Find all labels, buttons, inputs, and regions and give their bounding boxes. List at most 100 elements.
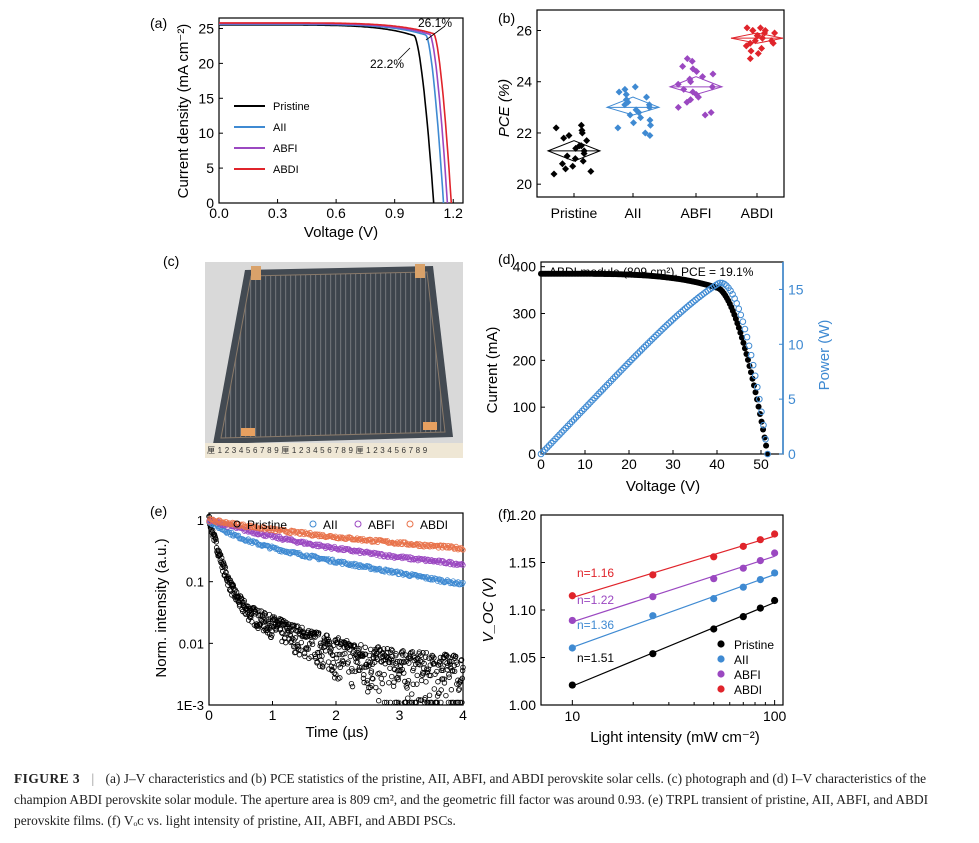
power-point <box>583 403 590 410</box>
trpl-point-pristine <box>279 630 286 637</box>
y-tick-label-b: 20 <box>516 176 532 192</box>
data-point-b-abfi <box>674 103 682 111</box>
data-point-b-abfi <box>679 62 687 70</box>
current-point <box>758 418 765 425</box>
trpl-point-pristine <box>438 687 444 693</box>
trpl-point-aii <box>233 532 240 539</box>
y2-tick-label-d: 5 <box>788 391 796 407</box>
voc-point-abdi <box>710 553 718 561</box>
trpl-point-pristine <box>425 699 431 706</box>
legend-label-a: Pristine <box>273 101 310 113</box>
y-tick-label-a: 15 <box>198 90 214 106</box>
trpl-point-pristine <box>309 638 315 645</box>
trpl-point-pristine <box>349 683 356 690</box>
power-point <box>737 311 745 319</box>
trpl-point-pristine <box>378 675 384 682</box>
data-point-b-abdi <box>756 24 764 32</box>
trpl-point-pristine <box>328 646 334 652</box>
trpl-point-pristine <box>298 647 304 653</box>
data-point-b-pristine <box>562 165 570 173</box>
trpl-point-abfi <box>446 558 452 565</box>
trpl-point-abdi <box>211 518 217 524</box>
ideality-label-abfi: n=1.22 <box>577 593 614 607</box>
trpl-point-pristine <box>358 642 364 648</box>
power-point <box>626 358 633 366</box>
jv-curve-pristine <box>219 24 435 204</box>
trpl-point-pristine <box>434 693 441 699</box>
trpl-point-pristine <box>289 635 296 642</box>
y-tick-label-f: 1.10 <box>509 602 536 618</box>
y-tick-label-f: 1.00 <box>509 697 536 713</box>
x-tick-label-f: 100 <box>763 708 787 724</box>
trpl-point-pristine <box>406 699 413 706</box>
data-point-b-aii <box>626 111 634 119</box>
data-point-b-aii <box>646 116 654 124</box>
legend-label-f: AII <box>734 653 749 667</box>
trpl-point-pristine <box>404 680 411 686</box>
x-tick-label-a: 0.9 <box>385 205 405 221</box>
voc-point-pristine <box>568 681 576 689</box>
trpl-point-pristine <box>399 648 405 655</box>
data-point-b-pristine <box>575 142 583 150</box>
trpl-point-pristine <box>448 687 455 693</box>
trpl-point-pristine <box>344 637 350 644</box>
current-point <box>747 369 754 376</box>
legend-marker-f <box>717 640 725 648</box>
x-axis-label-f: Light intensity (mW cm⁻²) <box>590 729 760 746</box>
trpl-point-pristine <box>269 632 275 638</box>
voc-point-aii <box>739 583 747 591</box>
trpl-point-pristine <box>318 657 324 663</box>
data-point-b-pristine <box>580 147 588 155</box>
trpl-point-aii <box>452 580 458 587</box>
voc-point-abdi <box>756 536 764 544</box>
trpl-point-abdi <box>434 542 441 549</box>
power-point <box>578 407 586 415</box>
voc-point-pristine <box>649 650 657 658</box>
power-point <box>609 375 617 383</box>
data-point-b-abdi <box>771 29 779 37</box>
legend-marker-e <box>406 520 414 528</box>
trpl-point-pristine <box>456 686 463 692</box>
y-tick-label-f: 1.15 <box>509 555 536 571</box>
power-point <box>692 296 699 304</box>
trpl-point-pristine <box>449 667 455 674</box>
data-point-b-abfi <box>686 75 694 83</box>
power-point <box>665 320 673 327</box>
data-point-b-aii <box>615 88 623 96</box>
trpl-point-pristine <box>410 667 416 674</box>
power-point <box>758 408 765 416</box>
trpl-point-pristine <box>368 668 375 674</box>
y-tick-label-a: 0 <box>206 195 214 211</box>
data-point-b-abdi <box>754 50 762 58</box>
power-point <box>580 405 588 413</box>
ideality-label-pristine: n=1.51 <box>577 651 614 665</box>
trpl-point-pristine <box>252 608 258 614</box>
data-point-b-abfi <box>701 111 709 119</box>
power-point <box>667 318 675 325</box>
data-point-b-pristine <box>577 121 585 129</box>
voc-point-pristine <box>739 613 747 621</box>
data-point-b-pristine <box>563 152 571 160</box>
power-point <box>622 362 629 370</box>
trpl-point-pristine <box>339 657 346 663</box>
trpl-point-abdi <box>224 520 231 527</box>
power-point <box>566 420 574 428</box>
power-point <box>597 388 605 395</box>
trpl-point-abfi <box>354 547 360 554</box>
power-point <box>562 424 570 432</box>
trpl-point-pristine <box>349 668 355 674</box>
data-point-b-abfi <box>688 57 696 65</box>
panel-label-d: (d) <box>498 251 515 267</box>
trpl-point-pristine <box>373 684 379 691</box>
y-axis-label-b: PCE (%) <box>496 79 513 137</box>
power-point <box>671 314 679 322</box>
power-point <box>568 418 576 426</box>
legend-label-e: Pristine <box>247 518 287 532</box>
data-point-b-aii <box>645 101 653 109</box>
trpl-point-pristine <box>383 699 390 706</box>
power-point <box>548 439 555 447</box>
trpl-point-aii <box>322 556 328 562</box>
trpl-point-aii <box>389 570 396 576</box>
voc-point-aii <box>568 644 576 652</box>
